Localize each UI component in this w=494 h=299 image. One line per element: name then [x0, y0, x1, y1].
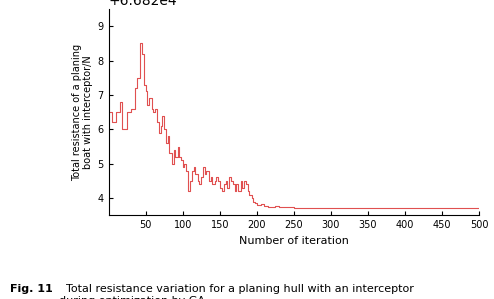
X-axis label: Number of iteration: Number of iteration [239, 236, 349, 246]
Text: Fig. 11: Fig. 11 [10, 284, 53, 294]
Y-axis label: Total resistance of a planing
boat with interceptor/N: Total resistance of a planing boat with … [72, 44, 93, 181]
Text: Total resistance variation for a planing hull with an interceptor
during optimiz: Total resistance variation for a planing… [59, 284, 414, 299]
